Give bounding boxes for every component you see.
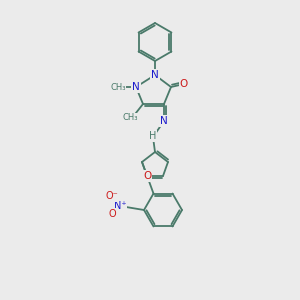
Text: O⁻: O⁻ [106, 191, 118, 201]
Text: O: O [180, 79, 188, 89]
Text: CH₃: CH₃ [122, 113, 138, 122]
Text: N⁺: N⁺ [114, 201, 126, 211]
Text: CH₃: CH₃ [110, 82, 126, 91]
Text: O: O [108, 209, 116, 219]
Text: O: O [143, 171, 151, 181]
Text: N: N [151, 70, 159, 80]
Text: N: N [132, 82, 140, 92]
Text: H: H [149, 131, 157, 141]
Text: N: N [160, 116, 168, 126]
